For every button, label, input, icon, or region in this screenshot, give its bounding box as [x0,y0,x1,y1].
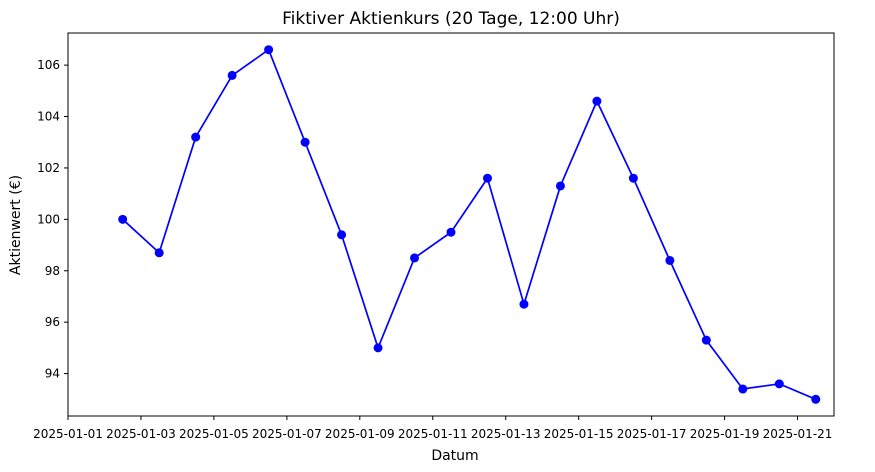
data-point [738,384,748,394]
x-tick-label: 2025-01-07 [252,427,322,441]
y-tick-label: 94 [45,367,60,381]
data-point [191,132,201,142]
y-tick-label: 100 [37,212,60,226]
plot-area [118,45,821,404]
data-point [482,173,492,183]
y-tick-label: 104 [37,110,60,124]
data-point [118,214,128,224]
series-line [122,48,817,401]
y-tick-label: 98 [45,264,60,278]
x-tick-label: 2025-01-13 [471,427,541,441]
data-point [701,335,711,345]
plot-frame [67,32,835,417]
x-tick-label: 2025-01-19 [690,427,760,441]
y-tick-label: 102 [37,161,60,175]
data-point [446,227,456,237]
x-tick-label: 2025-01-01 [33,427,103,441]
data-point [154,248,164,258]
x-tick-label: 2025-01-17 [617,427,687,441]
data-point [774,379,784,389]
y-axis: 94 96 98 100 102 104 106 [37,58,68,381]
data-point [665,255,675,265]
y-tick-label: 96 [45,315,60,329]
data-point [555,181,565,191]
data-point [811,394,821,404]
x-tick-label: 2025-01-21 [763,427,833,441]
data-point [300,137,310,147]
data-point [592,96,602,106]
data-point [410,253,420,263]
data-point [337,230,347,240]
x-tick-label: 2025-01-09 [325,427,395,441]
data-point [628,173,638,183]
data-point [227,70,237,80]
x-tick-label: 2025-01-15 [544,427,614,441]
x-axis-label: Datum [431,448,478,464]
data-point [373,343,383,353]
x-axis: 2025-01-01 2025-01-03 2025-01-05 2025-01-07… [33,416,832,441]
y-tick-label: 106 [37,58,60,72]
chart-title: Fiktiver Aktienkurs (20 Tage, 12:00 Uhr) [282,9,620,29]
x-tick-label: 2025-01-05 [179,427,249,441]
x-tick-label: 2025-01-11 [398,427,468,441]
y-axis-label: Aktienwert (€) [8,175,24,275]
data-point [264,45,274,55]
data-point [519,299,529,309]
x-tick-label: 2025-01-03 [106,427,176,441]
